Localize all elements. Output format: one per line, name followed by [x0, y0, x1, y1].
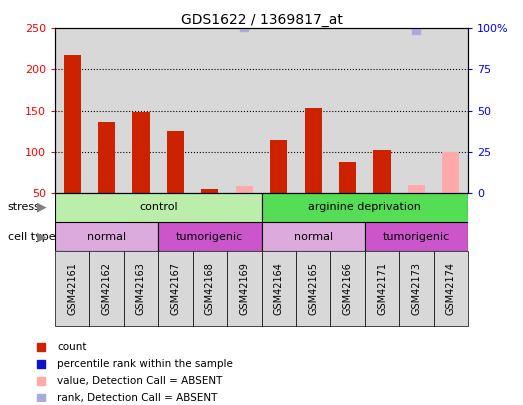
Bar	[296, 28, 331, 193]
Bar	[339, 162, 356, 193]
Bar	[227, 251, 262, 326]
Text: normal: normal	[293, 232, 333, 241]
Bar	[434, 251, 468, 326]
Bar	[434, 28, 468, 193]
Text: cell type: cell type	[8, 232, 55, 241]
Bar	[227, 28, 262, 193]
Bar	[296, 251, 331, 326]
Bar	[201, 189, 219, 193]
Bar	[89, 251, 124, 326]
Bar	[192, 251, 227, 326]
Bar	[365, 28, 399, 193]
Text: tumorigenic: tumorigenic	[383, 232, 450, 241]
Bar	[63, 55, 81, 193]
Text: GSM42168: GSM42168	[205, 262, 215, 315]
Bar	[124, 28, 158, 193]
Bar	[331, 28, 365, 193]
Text: GSM42167: GSM42167	[170, 262, 180, 315]
Bar	[408, 185, 425, 193]
Bar	[158, 251, 192, 326]
Bar	[236, 186, 253, 193]
Text: value, Detection Call = ABSENT: value, Detection Call = ABSENT	[57, 376, 222, 386]
Text: GSM42162: GSM42162	[101, 262, 111, 315]
Text: GSM42165: GSM42165	[308, 262, 318, 315]
Bar	[192, 28, 227, 193]
Bar	[55, 222, 158, 251]
Bar	[442, 151, 460, 193]
Bar	[98, 122, 115, 193]
Text: percentile rank within the sample: percentile rank within the sample	[57, 359, 233, 369]
Bar	[158, 28, 192, 193]
Bar	[262, 193, 468, 222]
Text: GSM42163: GSM42163	[136, 262, 146, 315]
Text: GSM42169: GSM42169	[240, 262, 249, 315]
Text: arginine deprivation: arginine deprivation	[309, 202, 421, 212]
Bar	[158, 222, 262, 251]
Text: rank, Detection Call = ABSENT: rank, Detection Call = ABSENT	[57, 392, 218, 403]
Text: GSM42174: GSM42174	[446, 262, 456, 315]
Bar	[270, 140, 287, 193]
Text: normal: normal	[87, 232, 126, 241]
Text: tumorigenic: tumorigenic	[176, 232, 244, 241]
Bar	[132, 112, 150, 193]
Bar	[262, 222, 365, 251]
Bar	[262, 251, 296, 326]
Bar	[55, 28, 89, 193]
Bar	[304, 108, 322, 193]
Text: count: count	[57, 343, 86, 352]
Bar	[365, 251, 399, 326]
Text: GSM42164: GSM42164	[274, 262, 283, 315]
Text: GSM42171: GSM42171	[377, 262, 387, 315]
Title: GDS1622 / 1369817_at: GDS1622 / 1369817_at	[180, 13, 343, 27]
Text: ▶: ▶	[37, 230, 47, 243]
Text: GSM42166: GSM42166	[343, 262, 353, 315]
Bar	[55, 251, 89, 326]
Bar	[124, 251, 158, 326]
Bar	[365, 222, 468, 251]
Bar	[399, 251, 434, 326]
Bar	[167, 131, 184, 193]
Bar	[55, 193, 262, 222]
Bar	[373, 150, 391, 193]
Text: GSM42161: GSM42161	[67, 262, 77, 315]
Bar	[89, 28, 124, 193]
Bar	[262, 28, 296, 193]
Bar	[331, 251, 365, 326]
Text: ▶: ▶	[37, 201, 47, 214]
Bar	[399, 28, 434, 193]
Text: stress: stress	[8, 202, 41, 212]
Text: control: control	[139, 202, 177, 212]
Text: GSM42173: GSM42173	[412, 262, 422, 315]
